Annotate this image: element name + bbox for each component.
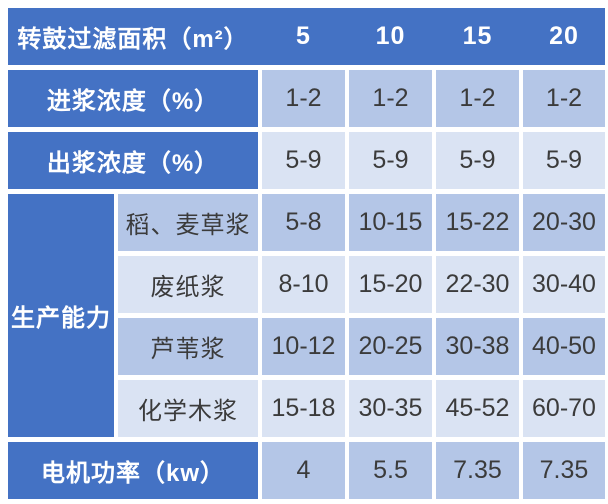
table-cell: 10-12	[262, 318, 345, 375]
table-cell: 1-2	[436, 70, 519, 127]
table-cell: 1-2	[523, 70, 605, 127]
sub-row-label-chemical-wood-pulp: 化学木浆	[118, 380, 258, 437]
table-cell: 45-52	[436, 380, 519, 437]
table-cell: 5-9	[262, 132, 345, 189]
sub-row-label-reed-pulp: 芦苇浆	[118, 318, 258, 375]
table-cell: 22-30	[436, 256, 519, 313]
row-group-label-production-capacity: 生产能力	[8, 194, 114, 437]
header-label: 转鼓过滤面积（m²）	[17, 26, 249, 53]
table-cell: 30-35	[349, 380, 432, 437]
table-cell: 4	[262, 442, 345, 499]
sub-row-label-waste-paper-pulp: 废纸浆	[118, 256, 258, 313]
table-cell: 5-9	[436, 132, 519, 189]
table-cell: 5-9	[349, 132, 432, 189]
table-cell: 15-22	[436, 194, 519, 251]
table-cell: 5.5	[349, 442, 432, 499]
column-header-2: 10	[375, 22, 406, 50]
table-cell: 40-50	[523, 318, 605, 375]
row-label-outlet-consistency: 出浆浓度（%）	[8, 132, 258, 189]
table-cell: 30-40	[523, 256, 605, 313]
spec-table: 转鼓过滤面积（m²） 5 10 15 20 进浆浓度（%） 1-2 1-2 1-…	[8, 8, 605, 499]
table-cell: 15-20	[349, 256, 432, 313]
column-header-4: 20	[549, 22, 579, 50]
row-label-inlet-consistency: 进浆浓度（%）	[8, 70, 258, 127]
table-cell: 60-70	[523, 380, 605, 437]
table-cell: 5-9	[523, 132, 605, 189]
row-label-motor-power: 电机功率（kw）	[8, 442, 258, 499]
column-header-1: 5	[296, 22, 311, 50]
table-cell: 8-10	[262, 256, 345, 313]
table-header-row: 转鼓过滤面积（m²） 5 10 15 20	[8, 8, 605, 65]
table-cell: 7.35	[523, 442, 605, 499]
table-cell: 20-25	[349, 318, 432, 375]
table-cell: 20-30	[523, 194, 605, 251]
table-cell: 7.35	[436, 442, 519, 499]
sub-row-label-straw-pulp: 稻、麦草浆	[118, 194, 258, 251]
table-cell: 30-38	[436, 318, 519, 375]
table-cell: 15-18	[262, 380, 345, 437]
column-header-3: 15	[462, 22, 493, 50]
table-cell: 1-2	[349, 70, 432, 127]
table-cell: 5-8	[262, 194, 345, 251]
table-cell: 1-2	[262, 70, 345, 127]
table-cell: 10-15	[349, 194, 432, 251]
